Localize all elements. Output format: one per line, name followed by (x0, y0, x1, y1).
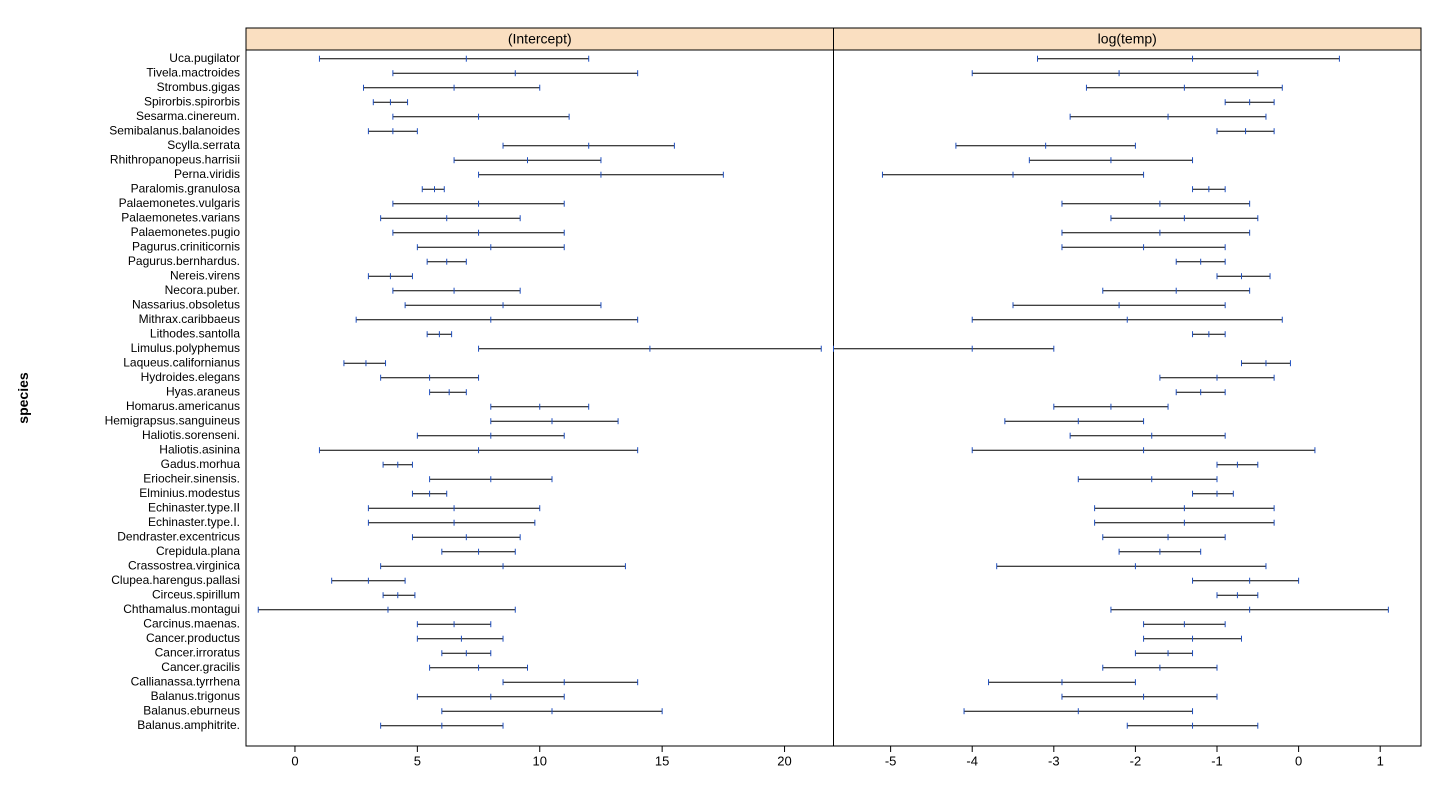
species-label: Limulus.polyphemus (131, 341, 240, 355)
species-label: Balanus.eburneus (143, 703, 240, 717)
x-tick-label: 5 (414, 754, 421, 769)
x-ticks: -5 -4 -3 -2 -1 0 1 (885, 746, 1384, 769)
x-tick-label: -3 (1048, 754, 1060, 769)
species-label: Echinaster.type.II (148, 500, 240, 514)
species-label: Uca.pugilator (169, 51, 240, 65)
x-ticks: 0 5 10 15 20 (291, 746, 791, 769)
ci-bars (834, 56, 1389, 729)
species-label: Nassarius.obsoletus (132, 297, 240, 311)
species-label: Palaemonetes.pugio (131, 225, 241, 239)
panel-border (834, 50, 1422, 746)
species-label: Tivela.mactroides (146, 65, 240, 79)
species-label: Chthamalus.montagui (123, 602, 240, 616)
species-label: Haliotis.asinina (159, 442, 240, 456)
x-tick-label: 0 (291, 754, 298, 769)
species-label: Scylla.serrata (167, 138, 240, 152)
x-tick-label: 15 (655, 754, 669, 769)
species-label: Cancer.gracilis (161, 660, 240, 674)
y-axis-title: species (15, 372, 31, 424)
species-label: Pagurus.criniticornis (132, 239, 240, 253)
species-label: Crassostrea.virginica (128, 558, 240, 572)
species-label: Rhithropanopeus.harrisii (110, 152, 240, 166)
species-label: Crepidula.plana (156, 544, 240, 558)
species-label: Haliotis.sorenseni. (142, 428, 240, 442)
species-label: Cancer.productus (146, 631, 240, 645)
species-label: Semibalanus.balanoides (109, 123, 240, 137)
species-label: Palaemonetes.vulgaris (119, 196, 240, 210)
species-label: Carcinus.maenas. (143, 616, 240, 630)
x-tick-label: -5 (885, 754, 897, 769)
panel-title: log(temp) (1098, 31, 1157, 47)
species-label: Mithrax.caribbaeus (139, 312, 240, 326)
x-tick-label: 10 (533, 754, 547, 769)
species-label: Hydroides.elegans (141, 370, 240, 384)
x-tick-label: 0 (1295, 754, 1302, 769)
species-label: Circeus.spirillum (152, 587, 240, 601)
species-label: Echinaster.type.I. (148, 515, 240, 529)
species-label: Balanus.trigonus (151, 689, 240, 703)
species-label: Nereis.virens (170, 268, 240, 282)
species-label: Lithodes.santolla (150, 326, 240, 340)
x-tick-label: -1 (1211, 754, 1223, 769)
species-label: Cancer.irroratus (155, 645, 240, 659)
forest-plot-chart: Uca.pugilatorTivela.mactroidesStrombus.g… (0, 0, 1437, 784)
x-tick-label: -4 (966, 754, 978, 769)
species-label: Spirorbis.spirorbis (144, 94, 240, 108)
species-label: Necora.puber. (165, 283, 240, 297)
species-label: Gadus.morhua (161, 457, 241, 471)
species-label: Sesarma.cinereum. (136, 109, 240, 123)
species-label: Hyas.araneus (166, 384, 240, 398)
species-label: Balanus.amphitrite. (137, 718, 240, 732)
species-label: Paralomis.granulosa (131, 181, 241, 195)
ci-bars (258, 56, 821, 729)
x-tick-label: 1 (1377, 754, 1384, 769)
species-label: Clupea.harengus.pallasi (111, 573, 240, 587)
species-label: Palaemonetes.varians (121, 210, 240, 224)
panel-border (246, 50, 834, 746)
species-label: Homarus.americanus (126, 399, 240, 413)
species-label: Elminius.modestus (139, 486, 240, 500)
y-axis-labels: Uca.pugilatorTivela.mactroidesStrombus.g… (105, 51, 241, 732)
species-label: Hemigrapsus.sanguineus (105, 413, 240, 427)
x-tick-label: -2 (1130, 754, 1142, 769)
species-label: Eriocheir.sinensis. (143, 471, 240, 485)
species-label: Perna.viridis (174, 167, 240, 181)
species-label: Dendraster.excentricus (117, 529, 240, 543)
panel-0: (Intercept) 0 5 10 15 20 (246, 28, 834, 769)
species-label: Strombus.gigas (157, 80, 240, 94)
panel-title: (Intercept) (508, 31, 572, 47)
x-tick-label: 20 (777, 754, 791, 769)
species-label: Pagurus.bernhardus. (128, 254, 240, 268)
species-label: Laqueus.californianus (123, 355, 240, 369)
species-label: Callianassa.tyrrhena (131, 674, 241, 688)
panel-1: log(temp) -5 -4 -3 -2 -1 0 1 (834, 28, 1422, 769)
